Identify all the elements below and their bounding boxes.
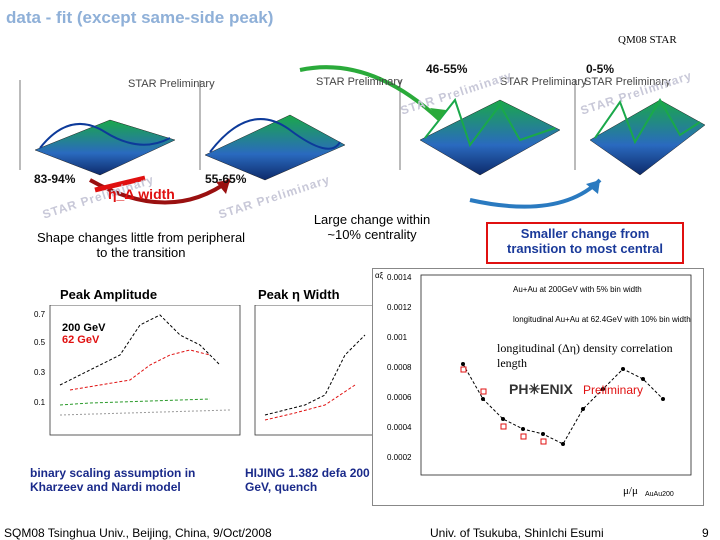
svg-text:0.3: 0.3: [34, 368, 46, 377]
amplitude-chart: 0.7 0.5 0.3 0.1: [34, 305, 241, 436]
correlation-note: longitudinal (Δη) density correlation le…: [497, 341, 673, 370]
plot4-label: STAR Preliminary: [584, 76, 671, 88]
plot3-label: STAR Preliminary: [500, 76, 587, 88]
ytick-2: 0.0012: [387, 303, 412, 312]
phenix-chart: [420, 274, 692, 476]
ytick-1: 0.0014: [387, 273, 412, 282]
hijing-note: HIJING 1.382 defa 200 GeV, quench: [245, 466, 370, 494]
green-arrow: [299, 65, 442, 122]
surface-plot-1: [19, 80, 176, 176]
amplitude-title: Peak Amplitude: [60, 287, 158, 302]
svg-text:0.7: 0.7: [34, 310, 46, 319]
phenix-inset: αξ 0.0014 0.0012 0.001 0.0008 0.0006 0.0…: [372, 268, 704, 506]
svg-text:0.1: 0.1: [34, 398, 46, 407]
ytick-3: 0.001: [387, 333, 408, 342]
xlabel-sub: AuAu200: [645, 491, 674, 498]
ytick-5: 0.0006: [387, 393, 412, 402]
plot4-centrality: 0-5%: [586, 62, 615, 76]
width-label: η_Δ width: [108, 186, 175, 202]
phenix-prelim: Preliminary: [583, 383, 644, 397]
width-chart: [254, 305, 375, 436]
surface-plot-2: [199, 80, 346, 181]
plot1-label: STAR Preliminary: [128, 78, 215, 90]
svg-text:0.5: 0.5: [34, 338, 46, 347]
width-arrow: [94, 175, 146, 193]
surface-plot-4: [574, 80, 706, 176]
surface-plot-3: [399, 80, 561, 176]
legend-phenix-2: longitudinal Au+Au at 62.4GeV with 10% b…: [513, 315, 691, 324]
phenix-logo: PH✳ENIX: [509, 381, 573, 397]
blue-arrow: [469, 178, 602, 209]
smaller-change-note: Smaller change from transition to most c…: [486, 222, 684, 264]
page-number: 9: [702, 526, 709, 540]
legend-62: 62 GeV: [62, 334, 100, 346]
plot2-centrality: 55-65%: [205, 172, 247, 186]
legend-200: 200 GeV: [62, 322, 106, 334]
ylabel: αξ: [375, 271, 384, 280]
legend-phenix-1: Au+Au at 200GeV with 5% bin width: [513, 285, 642, 294]
ytick-6: 0.0004: [387, 423, 412, 432]
ytick-4: 0.0008: [387, 363, 412, 372]
conference-label: QM08 STAR: [618, 34, 677, 46]
footer-left: SQM08 Tsinghua Univ., Beijing, China, 9/…: [4, 526, 272, 540]
xlabel: μ/μ: [623, 485, 638, 497]
plot3-centrality: 46-55%: [426, 62, 468, 76]
width-title: Peak η Width: [258, 287, 340, 302]
plot2-label: STAR Preliminary: [316, 76, 403, 88]
slide-title: data - fit (except same-side peak): [6, 8, 274, 27]
shape-note: Shape changes little from peripheral to …: [36, 230, 246, 260]
binary-note: binary scaling assumption in Kharzeev an…: [30, 466, 196, 494]
large-change-note: Large change within ~10% centrality: [313, 212, 431, 242]
surface-plots: [19, 65, 706, 209]
plot1-centrality: 83-94%: [34, 172, 76, 186]
ytick-7: 0.0002: [387, 453, 412, 462]
footer-right: Univ. of Tsukuba, ShinIchi Esumi: [430, 526, 604, 540]
